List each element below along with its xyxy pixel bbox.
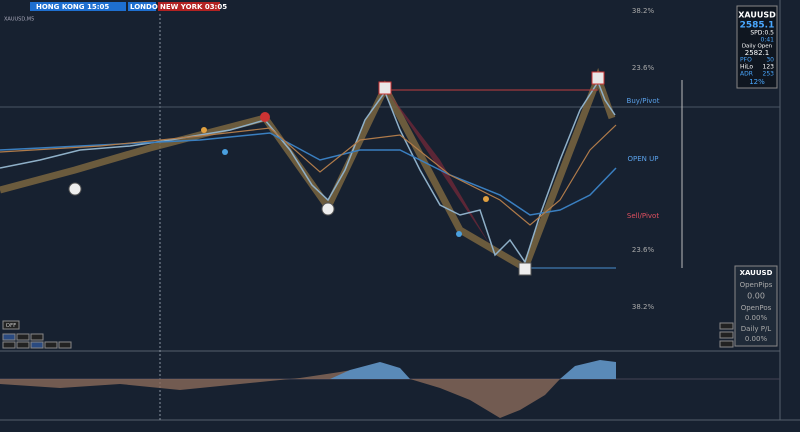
toolbar-button[interactable] (44, 341, 58, 349)
toolbar-button[interactable] (719, 322, 734, 330)
info-label: Daily Open (742, 44, 773, 50)
pl-panel (734, 265, 778, 347)
oscillator-area (560, 360, 616, 379)
pivot-marker (260, 112, 270, 122)
pattern (385, 88, 490, 245)
zigzag (0, 67, 616, 274)
session-box (128, 2, 154, 11)
signal-dot (456, 231, 462, 237)
session-box (30, 2, 126, 11)
signal-dot (483, 196, 489, 202)
info-label: HiLo (740, 64, 753, 71)
oscillator-area (330, 362, 410, 379)
level-label: 38.2% (632, 303, 655, 311)
info-panel (736, 5, 778, 89)
pl-label: Daily P/L (741, 325, 772, 333)
toolbar-button[interactable] (16, 341, 30, 349)
toolbar-button[interactable] (30, 333, 44, 341)
pivot-marker (591, 71, 605, 85)
info-value: 123 (763, 64, 775, 71)
pivot-marker (321, 202, 335, 216)
off-button-label[interactable]: OFF (6, 323, 17, 329)
pl-value: 0.00% (745, 335, 768, 343)
pl-symbol: XAUUSD (740, 269, 773, 277)
pivot-marker (68, 182, 82, 196)
info-value: 12% (749, 78, 765, 86)
info-label: ADR (740, 71, 753, 78)
toolbar-button[interactable] (2, 341, 16, 349)
info-value: 30 (766, 57, 774, 64)
info-symbol: XAUUSD (738, 11, 776, 20)
level-label: 23.6% (632, 246, 655, 254)
info-spread: SPD:0.5 (750, 30, 774, 37)
off-button[interactable] (2, 320, 20, 330)
level-label: OPEN UP (628, 155, 659, 163)
level-label: 38.2% (632, 7, 655, 15)
info-value: 2582.1 (745, 49, 770, 57)
oscillator-area (0, 362, 616, 418)
symbol-label: XAUUSD,M5 (4, 17, 34, 23)
info-label: PFO (740, 57, 752, 64)
pl-value: 0.00 (747, 292, 765, 301)
session-box (158, 2, 220, 11)
toolbar-button[interactable] (719, 340, 734, 348)
session-label: NEW YORK 03:05 (160, 3, 227, 11)
info-price: 2585.1 (740, 21, 775, 31)
level-label: 23.6% (632, 64, 655, 72)
pivot-marker (518, 262, 532, 276)
toolbar-button[interactable] (719, 331, 734, 339)
pl-label: OpenPips (740, 281, 773, 289)
level-label: Sell/Pivot (627, 212, 659, 220)
pl-value: 0.00% (745, 314, 768, 322)
moving-average (0, 132, 617, 216)
info-timer: 0:41 (761, 37, 775, 44)
level-label: Buy/Pivot (627, 97, 660, 105)
pivot-marker (378, 81, 392, 95)
toolbar-button[interactable] (58, 341, 72, 349)
toolbar-button[interactable] (16, 333, 30, 341)
pl-label: OpenPos (741, 304, 772, 312)
info-value: 253 (763, 71, 775, 78)
toolbar-button[interactable] (30, 341, 44, 349)
toolbar-button[interactable] (2, 333, 16, 341)
moving-average (0, 124, 617, 226)
signal-dot (222, 149, 228, 155)
session-label: HONG KONG 15:05 (36, 3, 109, 11)
signal-dot (201, 127, 207, 133)
